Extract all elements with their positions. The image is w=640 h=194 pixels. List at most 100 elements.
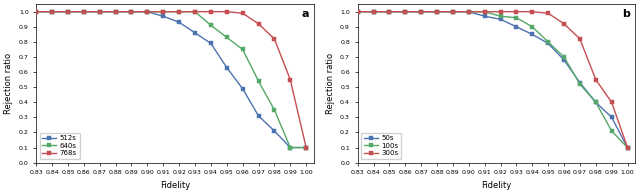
300s bbox=[608, 101, 616, 103]
768s bbox=[239, 12, 246, 14]
50s bbox=[608, 116, 616, 119]
Text: b: b bbox=[622, 9, 630, 19]
Line: 512s: 512s bbox=[35, 10, 308, 149]
640s bbox=[207, 24, 214, 26]
50s bbox=[433, 10, 441, 13]
512s bbox=[48, 10, 56, 13]
512s bbox=[191, 32, 199, 34]
768s bbox=[64, 10, 72, 13]
300s bbox=[544, 12, 552, 14]
50s bbox=[513, 26, 520, 28]
50s bbox=[624, 146, 632, 149]
512s bbox=[33, 10, 40, 13]
640s bbox=[271, 109, 278, 111]
768s bbox=[255, 23, 262, 25]
50s bbox=[385, 10, 393, 13]
512s bbox=[159, 15, 167, 17]
768s bbox=[271, 38, 278, 40]
100s bbox=[417, 10, 425, 13]
768s bbox=[48, 10, 56, 13]
300s bbox=[497, 10, 504, 13]
512s bbox=[143, 10, 151, 13]
300s bbox=[529, 10, 536, 13]
512s bbox=[80, 10, 88, 13]
100s bbox=[449, 10, 457, 13]
768s bbox=[127, 10, 135, 13]
512s bbox=[302, 146, 310, 149]
768s bbox=[207, 10, 214, 13]
100s bbox=[608, 130, 616, 132]
300s bbox=[401, 10, 409, 13]
640s bbox=[159, 10, 167, 13]
50s bbox=[497, 18, 504, 20]
100s bbox=[529, 26, 536, 28]
768s bbox=[191, 10, 199, 13]
300s bbox=[433, 10, 441, 13]
Text: a: a bbox=[301, 9, 308, 19]
Line: 50s: 50s bbox=[356, 10, 629, 149]
640s bbox=[239, 48, 246, 51]
640s bbox=[175, 10, 183, 13]
640s bbox=[33, 10, 40, 13]
640s bbox=[112, 10, 120, 13]
300s bbox=[481, 10, 488, 13]
768s bbox=[175, 10, 183, 13]
100s bbox=[624, 146, 632, 149]
50s bbox=[354, 10, 362, 13]
768s bbox=[96, 10, 104, 13]
100s bbox=[433, 10, 441, 13]
512s bbox=[64, 10, 72, 13]
512s bbox=[127, 10, 135, 13]
768s bbox=[223, 10, 230, 13]
640s bbox=[191, 10, 199, 13]
768s bbox=[159, 10, 167, 13]
100s bbox=[497, 15, 504, 17]
X-axis label: Fidelity: Fidelity bbox=[481, 181, 511, 190]
Y-axis label: Rejection ratio: Rejection ratio bbox=[4, 53, 13, 114]
640s bbox=[143, 10, 151, 13]
50s bbox=[401, 10, 409, 13]
300s bbox=[465, 10, 472, 13]
50s bbox=[576, 81, 584, 84]
100s bbox=[401, 10, 409, 13]
640s bbox=[127, 10, 135, 13]
100s bbox=[513, 16, 520, 19]
640s bbox=[96, 10, 104, 13]
Line: 640s: 640s bbox=[35, 10, 308, 149]
Line: 100s: 100s bbox=[356, 10, 629, 149]
50s bbox=[560, 59, 568, 61]
512s bbox=[96, 10, 104, 13]
768s bbox=[33, 10, 40, 13]
100s bbox=[560, 56, 568, 58]
300s bbox=[576, 38, 584, 40]
300s bbox=[624, 146, 632, 149]
50s bbox=[529, 33, 536, 36]
640s bbox=[287, 146, 294, 149]
640s bbox=[302, 146, 310, 149]
640s bbox=[223, 36, 230, 39]
300s bbox=[592, 78, 600, 81]
100s bbox=[592, 101, 600, 103]
300s bbox=[417, 10, 425, 13]
100s bbox=[385, 10, 393, 13]
640s bbox=[80, 10, 88, 13]
768s bbox=[112, 10, 120, 13]
100s bbox=[481, 10, 488, 13]
50s bbox=[544, 42, 552, 45]
100s bbox=[354, 10, 362, 13]
Y-axis label: Rejection ratio: Rejection ratio bbox=[326, 53, 335, 114]
300s bbox=[354, 10, 362, 13]
768s bbox=[143, 10, 151, 13]
Legend: 50s, 100s, 300s: 50s, 100s, 300s bbox=[361, 133, 401, 159]
768s bbox=[302, 146, 310, 149]
100s bbox=[370, 10, 378, 13]
50s bbox=[592, 101, 600, 103]
50s bbox=[449, 10, 457, 13]
X-axis label: Fidelity: Fidelity bbox=[160, 181, 190, 190]
640s bbox=[255, 80, 262, 82]
Line: 300s: 300s bbox=[356, 10, 629, 149]
Legend: 512s, 640s, 768s: 512s, 640s, 768s bbox=[40, 133, 80, 159]
512s bbox=[287, 146, 294, 149]
100s bbox=[576, 83, 584, 85]
512s bbox=[271, 130, 278, 132]
